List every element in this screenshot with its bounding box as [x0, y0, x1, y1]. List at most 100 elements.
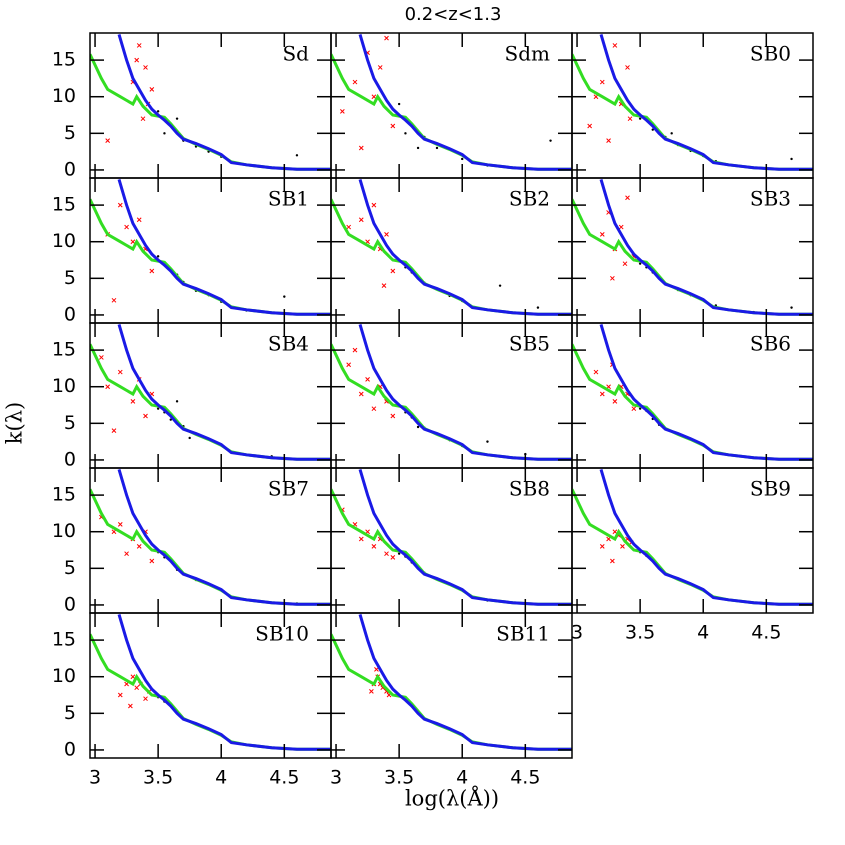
panel: [331, 179, 572, 316]
red-point: [358, 217, 364, 223]
panel-name: SB8: [509, 477, 550, 501]
x-tick-label: 4: [456, 767, 468, 789]
y-tick-label: 0: [64, 593, 76, 615]
panel: [331, 34, 572, 171]
curve: [331, 488, 572, 606]
y-tick-label: 5: [64, 267, 76, 289]
x-tick-label: 4.5: [510, 767, 540, 789]
curve: [90, 198, 331, 316]
red-point: [384, 35, 389, 41]
red-point: [149, 87, 155, 92]
red-point: [130, 399, 136, 404]
y-tick-label: 15: [52, 194, 76, 216]
x-tick-label: 3: [330, 767, 342, 789]
black-point: [156, 407, 160, 410]
red-point: [117, 202, 123, 208]
red-point: [111, 428, 117, 434]
black-point: [549, 139, 552, 142]
y-tick-label: 10: [52, 665, 76, 687]
x-tick-label: 3: [571, 622, 583, 644]
curve: [117, 614, 331, 751]
red-point: [346, 362, 352, 368]
black-point: [790, 306, 793, 309]
red-point: [610, 558, 615, 564]
y-tick-label: 10: [52, 375, 76, 397]
y-tick-label: 5: [64, 557, 76, 579]
red-point: [625, 195, 630, 201]
curve: [117, 324, 331, 461]
black-point: [404, 132, 407, 135]
panel-frame: [571, 467, 814, 614]
x-tick-label: 3: [89, 767, 101, 789]
x-tick-label: 3.5: [143, 767, 173, 789]
y-tick-label: 15: [52, 339, 76, 361]
red-point: [599, 79, 605, 85]
red-point: [105, 384, 111, 390]
curve: [117, 179, 331, 316]
y-tick-label: 15: [52, 49, 76, 71]
black-point: [169, 418, 172, 421]
red-point: [593, 369, 599, 375]
curve: [572, 198, 813, 316]
red-point: [612, 43, 618, 48]
x-tick-label: 3.5: [625, 622, 655, 644]
black-point: [486, 440, 489, 443]
panel: [331, 324, 572, 461]
red-point: [130, 674, 136, 680]
red-point: [117, 522, 123, 527]
red-point: [365, 377, 370, 382]
red-point: [371, 544, 377, 549]
curve: [572, 343, 813, 461]
black-point: [536, 306, 540, 309]
curve: [117, 34, 331, 171]
red-point: [352, 347, 358, 353]
y-tick-label: 15: [52, 629, 76, 651]
curve: [331, 53, 572, 171]
red-point: [128, 703, 133, 709]
y-tick-label: 10: [52, 230, 76, 252]
y-tick-label: 5: [64, 412, 76, 434]
curve: [572, 53, 813, 171]
red-point: [612, 399, 618, 404]
red-point: [358, 145, 364, 151]
chart-title: 0.2<z<1.3: [405, 4, 502, 25]
curve: [358, 614, 572, 751]
panel-name: Sdm: [505, 42, 551, 66]
panel: [90, 469, 331, 606]
red-point: [612, 529, 618, 535]
curve: [358, 34, 572, 171]
x-tick-label: 3.5: [384, 767, 414, 789]
y-tick-label: 0: [64, 303, 76, 325]
red-point: [117, 369, 123, 375]
red-point: [622, 261, 628, 267]
red-point: [627, 116, 633, 122]
curve: [90, 633, 331, 751]
panel: [90, 614, 331, 751]
red-point: [143, 696, 148, 702]
x-tick-label: 4: [697, 622, 709, 644]
curve: [90, 488, 331, 606]
panel: [331, 469, 572, 606]
panel-name: SB1: [268, 187, 309, 211]
x-tick-label: 4.5: [751, 622, 781, 644]
panel-name: SB7: [268, 477, 309, 501]
curve: [358, 179, 572, 316]
red-point: [381, 283, 387, 289]
red-point: [358, 536, 364, 542]
red-point: [377, 65, 383, 70]
red-point: [140, 116, 146, 122]
red-point: [371, 94, 377, 100]
x-axis-label: log(λ(Å)): [405, 786, 499, 811]
curve: [331, 633, 572, 751]
black-point: [175, 400, 179, 403]
red-point: [352, 79, 358, 85]
red-point: [143, 65, 148, 70]
red-point: [346, 224, 352, 230]
red-point: [136, 43, 142, 48]
curve: [599, 34, 813, 171]
y-axis-label: k(λ): [3, 402, 27, 444]
x-tick-label: 4: [215, 767, 227, 789]
panel-name: SB6: [750, 332, 791, 356]
black-point: [498, 284, 502, 287]
